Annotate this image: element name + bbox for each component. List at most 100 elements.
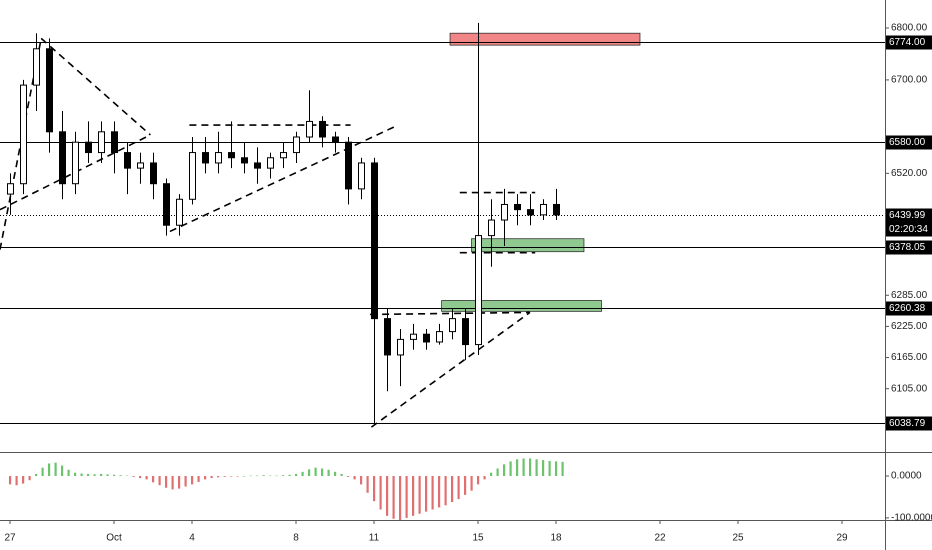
indicator-bar bbox=[373, 476, 376, 502]
indicator-bar bbox=[9, 476, 12, 485]
candle-body bbox=[371, 162, 378, 320]
indicator-bar bbox=[113, 474, 116, 477]
indicator-bar bbox=[22, 476, 25, 484]
candle-body bbox=[228, 152, 235, 159]
candle-body bbox=[358, 162, 365, 190]
x-tick-label: 11 bbox=[369, 533, 380, 544]
x-tick-label: 22 bbox=[654, 533, 666, 544]
indicator-bar bbox=[15, 476, 18, 486]
indicator-bar bbox=[165, 476, 168, 488]
indicator-bar bbox=[197, 476, 200, 482]
price-label: 6580.00 bbox=[889, 137, 926, 148]
candle-body bbox=[410, 333, 417, 340]
candle-body bbox=[150, 162, 157, 185]
indicator-bar bbox=[282, 475, 285, 477]
indicator-bar bbox=[301, 471, 304, 477]
indicator-bar bbox=[35, 473, 38, 477]
indicator-bar bbox=[184, 476, 187, 487]
indicator-bar bbox=[275, 475, 278, 477]
candle-body bbox=[254, 162, 261, 169]
indicator-bar bbox=[470, 476, 473, 491]
indicator-bar bbox=[418, 476, 421, 514]
trendline bbox=[370, 311, 531, 316]
indicator-bar bbox=[67, 469, 70, 477]
indicator-bar bbox=[353, 476, 356, 480]
x-tick-label: 8 bbox=[293, 533, 299, 544]
indicator-bar bbox=[503, 464, 506, 477]
indicator-bar bbox=[321, 468, 324, 477]
indicator-bar bbox=[191, 476, 194, 485]
indicator-bar bbox=[516, 459, 519, 477]
indicator-bar bbox=[340, 473, 343, 477]
current-price-box bbox=[886, 208, 932, 237]
indicator-bar bbox=[171, 476, 174, 490]
candle-body bbox=[163, 183, 170, 226]
indicator-bar bbox=[80, 473, 83, 477]
x-tick-label: 18 bbox=[550, 533, 562, 544]
indicator-bar bbox=[41, 467, 44, 477]
indicator-bar bbox=[451, 476, 454, 502]
price-label-box bbox=[886, 240, 932, 255]
candle-body bbox=[7, 183, 14, 195]
trendline bbox=[169, 125, 396, 233]
indicator-bar bbox=[295, 473, 298, 477]
indicator-bar bbox=[28, 476, 31, 481]
indicator-bar bbox=[132, 476, 135, 477]
candle-body bbox=[384, 318, 391, 356]
indicator-bar bbox=[210, 476, 213, 479]
indicator-bar bbox=[100, 473, 103, 477]
indicator-bar bbox=[535, 459, 538, 477]
indicator-bar bbox=[405, 476, 408, 518]
indicator-bar bbox=[178, 476, 181, 489]
indicator-bar bbox=[399, 476, 402, 520]
price-label: 6378.05 bbox=[889, 242, 926, 253]
indicator-bar bbox=[522, 458, 525, 477]
indicator-bar bbox=[386, 476, 389, 516]
indicator-bar bbox=[230, 476, 233, 477]
price-label-box bbox=[886, 135, 932, 150]
indicator-bar bbox=[529, 458, 532, 477]
indicator-bar bbox=[561, 461, 564, 477]
indicator-bar bbox=[223, 476, 226, 477]
indicator-bar bbox=[48, 463, 51, 477]
indicator-bar bbox=[204, 476, 207, 480]
countdown: 02:20:34 bbox=[889, 224, 928, 235]
candle-body bbox=[20, 84, 27, 185]
candle-body bbox=[501, 203, 508, 221]
candle-body bbox=[436, 331, 443, 343]
indicator-bar bbox=[490, 472, 493, 477]
indicator-bar bbox=[444, 476, 447, 506]
indicator-bar bbox=[438, 476, 441, 508]
candle-body bbox=[267, 157, 274, 169]
trendline bbox=[0, 134, 151, 211]
indicator-bar bbox=[217, 476, 220, 478]
indicator-bar bbox=[249, 475, 252, 477]
indicator-bar bbox=[152, 476, 155, 483]
indicator-bar bbox=[106, 474, 109, 477]
indicator-bar bbox=[158, 476, 161, 486]
y-tick-label: 6700.00 bbox=[891, 75, 928, 86]
indicator-bar bbox=[366, 476, 369, 493]
price-label: 6038.79 bbox=[889, 418, 926, 429]
trendline bbox=[40, 37, 151, 136]
y-tick-label: 6520.00 bbox=[891, 168, 928, 179]
candle-body bbox=[111, 131, 118, 154]
candle-body bbox=[397, 338, 404, 356]
indicator-bar bbox=[269, 475, 272, 477]
indicator-bar bbox=[236, 476, 239, 477]
indicator-bar bbox=[496, 468, 499, 477]
candle-body bbox=[241, 157, 248, 164]
indicator-bar bbox=[425, 476, 428, 512]
indicator-y-tick-label: 0.0000 bbox=[891, 471, 922, 482]
indicator-bar bbox=[61, 465, 64, 477]
candle-body bbox=[423, 333, 430, 343]
indicator-bar bbox=[308, 469, 311, 477]
indicator-bar bbox=[464, 476, 467, 495]
candle-body bbox=[124, 152, 131, 169]
price-label-box bbox=[886, 301, 932, 316]
x-tick-label: 25 bbox=[732, 533, 744, 544]
indicator-bar bbox=[555, 461, 558, 477]
indicator-bar bbox=[334, 471, 337, 477]
price-label-box bbox=[886, 35, 932, 50]
candle-body bbox=[46, 48, 53, 133]
